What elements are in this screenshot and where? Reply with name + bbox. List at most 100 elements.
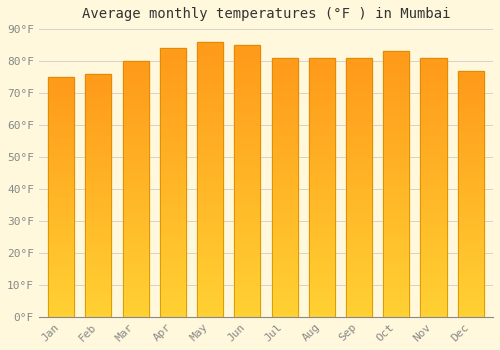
Bar — [48, 185, 74, 187]
Bar — [346, 104, 372, 107]
Bar — [420, 138, 446, 141]
Bar — [272, 174, 297, 177]
Bar — [48, 156, 74, 159]
Bar — [197, 97, 223, 100]
Bar — [122, 92, 148, 94]
Bar — [86, 100, 112, 103]
Bar — [160, 148, 186, 150]
Bar — [122, 276, 148, 279]
Bar — [272, 309, 297, 312]
Bar — [122, 273, 148, 276]
Bar — [458, 120, 483, 122]
Bar — [86, 144, 112, 147]
Bar — [346, 239, 372, 242]
Bar — [234, 257, 260, 260]
Bar — [346, 241, 372, 244]
Bar — [420, 117, 446, 120]
Bar — [383, 168, 409, 171]
Bar — [86, 76, 112, 79]
Bar — [122, 105, 148, 107]
Bar — [420, 156, 446, 159]
Bar — [346, 229, 372, 231]
Bar — [346, 138, 372, 141]
Bar — [458, 302, 483, 304]
Bar — [234, 105, 260, 107]
Bar — [122, 127, 148, 130]
Bar — [308, 130, 335, 133]
Bar — [272, 94, 297, 97]
Bar — [197, 204, 223, 207]
Bar — [308, 161, 335, 164]
Bar — [197, 303, 223, 306]
Bar — [308, 226, 335, 229]
Bar — [272, 211, 297, 213]
Bar — [160, 89, 186, 91]
Bar — [160, 212, 186, 215]
Bar — [197, 89, 223, 91]
Bar — [420, 141, 446, 143]
Bar — [48, 116, 74, 118]
Bar — [383, 126, 409, 128]
Bar — [458, 174, 483, 176]
Bar — [346, 146, 372, 148]
Bar — [346, 280, 372, 283]
Bar — [122, 281, 148, 284]
Bar — [122, 130, 148, 133]
Bar — [272, 286, 297, 288]
Bar — [346, 110, 372, 112]
Bar — [234, 235, 260, 238]
Bar — [383, 70, 409, 73]
Bar — [458, 275, 483, 278]
Bar — [48, 190, 74, 192]
Bar — [458, 236, 483, 238]
Bar — [272, 231, 297, 234]
Bar — [197, 311, 223, 314]
Bar — [48, 235, 74, 238]
Bar — [197, 298, 223, 300]
Bar — [160, 124, 186, 126]
Title: Average monthly temperatures (°F ) in Mumbai: Average monthly temperatures (°F ) in Mu… — [82, 7, 450, 21]
Bar — [234, 241, 260, 244]
Bar — [420, 254, 446, 257]
Bar — [458, 83, 483, 85]
Bar — [308, 267, 335, 270]
Bar — [86, 280, 112, 283]
Bar — [48, 286, 74, 288]
Bar — [48, 77, 74, 79]
Bar — [234, 118, 260, 121]
Bar — [160, 295, 186, 298]
Bar — [160, 169, 186, 172]
Bar — [197, 53, 223, 56]
Bar — [234, 205, 260, 208]
Bar — [48, 79, 74, 82]
Bar — [420, 128, 446, 130]
Bar — [308, 213, 335, 216]
Bar — [272, 195, 297, 198]
Bar — [86, 266, 112, 268]
Bar — [160, 287, 186, 290]
Bar — [458, 245, 483, 248]
Bar — [346, 154, 372, 156]
Bar — [48, 305, 74, 307]
Bar — [160, 188, 186, 191]
Bar — [272, 224, 297, 226]
Bar — [346, 135, 372, 138]
Bar — [86, 147, 112, 149]
Bar — [272, 312, 297, 314]
Bar — [197, 281, 223, 284]
Bar — [234, 216, 260, 219]
Bar — [197, 75, 223, 78]
Bar — [122, 174, 148, 176]
Bar — [272, 58, 297, 317]
Bar — [234, 146, 260, 148]
Bar — [122, 176, 148, 179]
Bar — [160, 263, 186, 266]
Bar — [458, 255, 483, 258]
Bar — [346, 177, 372, 180]
Bar — [86, 93, 112, 96]
Bar — [383, 269, 409, 272]
Bar — [86, 173, 112, 176]
Bar — [234, 83, 260, 86]
Bar — [420, 229, 446, 231]
Bar — [86, 164, 112, 166]
